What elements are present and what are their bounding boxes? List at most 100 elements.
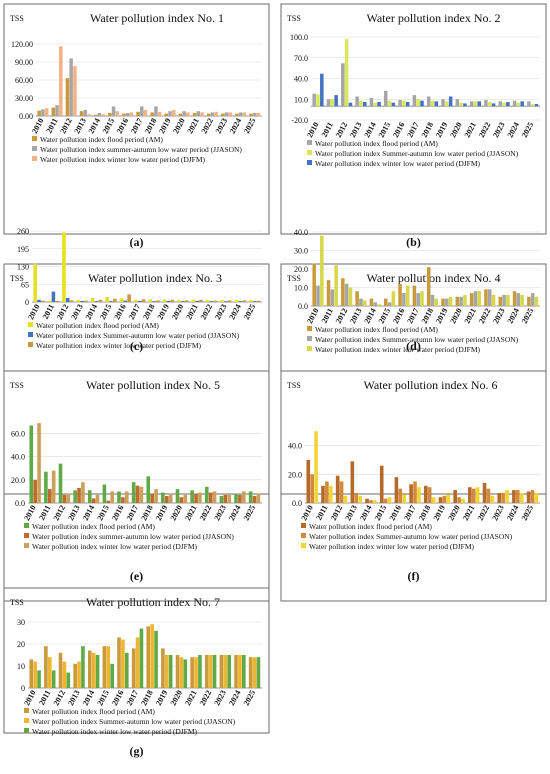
x-tick-label: 2011: [44, 117, 59, 135]
y-tick-label: 40.0: [294, 228, 308, 237]
x-tick-label: 2011: [314, 504, 329, 522]
panel-label: (e): [130, 569, 143, 583]
bar-2015-s1: [379, 465, 384, 503]
y-tick-label: 0: [21, 684, 25, 693]
legend-swatch: [24, 708, 29, 713]
legend-swatch: [301, 543, 306, 548]
bar-2017-s2: [140, 106, 144, 116]
bar-2021-s2: [194, 493, 198, 503]
x-tick-label: 2016: [115, 117, 130, 135]
y-tick-label: 60.0: [11, 430, 25, 439]
chart-panel-4: Water pollution index No. 4 TSS 0.0 10.0 20.…: [280, 228, 547, 495]
bar-2014-s1: [87, 650, 92, 688]
bar-2022-s1: [484, 99, 488, 107]
x-tick-label: 2020: [169, 504, 184, 522]
bar-2015-s2: [106, 500, 111, 503]
bar-2025-s2: [253, 113, 257, 116]
bar-2016-s1: [122, 113, 126, 116]
bar-2022-s2: [208, 492, 213, 503]
bar-2012-s3: [348, 287, 353, 306]
x-tick-label: 2025: [520, 121, 535, 139]
bar-2022-s1: [204, 655, 209, 688]
bar-2012-s1: [341, 63, 345, 107]
bar-2013-s2: [354, 492, 359, 503]
bar-2016-s2: [398, 488, 403, 503]
x-tick-label: 2012: [52, 689, 67, 707]
bar-2018-s3: [154, 489, 158, 503]
bar-2011-s2: [325, 481, 329, 503]
x-tick-label: 2012: [329, 504, 344, 522]
bar-2020-s2: [182, 111, 186, 116]
bar-2025-s3: [256, 300, 261, 302]
x-tick-label: 2014: [81, 689, 96, 707]
bar-2018-s1: [146, 476, 151, 503]
x-tick-label: 2023: [213, 303, 228, 321]
y-tick-label: 30: [17, 618, 25, 627]
x-tick-label: 2021: [184, 303, 199, 321]
bar-2022-s3: [214, 111, 218, 116]
bar-2020-s3: [183, 494, 188, 503]
x-tick-label: 2019: [432, 504, 447, 522]
panel-border: [3, 3, 270, 235]
bar-2018-s3: [434, 101, 439, 107]
bar-2016-s2: [121, 497, 125, 503]
x-tick-label: 2014: [362, 121, 377, 139]
bar-2011-s3: [51, 670, 56, 688]
bar-2024-s1: [512, 100, 517, 107]
panel-label: (b): [406, 235, 421, 249]
bar-2017-s1: [412, 95, 417, 107]
bar-2010-s2: [37, 299, 41, 302]
bar-2019-s3: [172, 110, 176, 116]
bar-2024-s1: [234, 493, 238, 503]
x-tick-label: 2017: [405, 121, 420, 139]
bar-2020-s1: [175, 489, 180, 503]
panel-label: (f): [408, 569, 420, 583]
bar-2024-s3: [242, 112, 247, 116]
chart-panel-1: Water pollution index No. 1 TSS 0.00 30.00 6…: [3, 3, 270, 249]
bar-2016-s1: [117, 491, 121, 503]
bar-2012-s3: [69, 300, 74, 302]
bar-2020-s3: [463, 103, 467, 107]
bar-2011-s3: [51, 470, 56, 503]
bar-2020-s3: [183, 659, 188, 688]
bar-2013-s3: [81, 482, 85, 503]
x-tick-label: 2021: [183, 504, 198, 522]
legend-entry: Water pollution index winter low water p…: [315, 159, 480, 168]
bar-2020-s2: [459, 102, 463, 107]
x-tick-label: 2018: [139, 689, 154, 707]
bar-2018-s1: [146, 626, 151, 688]
bar-2022-s3: [490, 495, 495, 503]
legend-swatch: [301, 523, 306, 528]
bar-2012-s1: [335, 475, 340, 503]
bar-2011-s1: [47, 300, 52, 302]
legend-entry: Water pollution index flood period (AM): [315, 139, 438, 148]
legend-entry: Water pollution index Summer-autumn low …: [309, 532, 513, 541]
x-tick-label: 2025: [242, 504, 257, 522]
bar-2025-s2: [252, 301, 257, 302]
bar-2024-s2: [516, 490, 520, 503]
legend-swatch: [24, 523, 29, 528]
y-tick-label: 90.00: [15, 58, 33, 67]
bar-2015-s3: [110, 491, 114, 503]
bar-2022-s1: [484, 289, 488, 306]
x-tick-label: 2012: [58, 117, 73, 135]
bar-2021-s1: [192, 113, 197, 116]
bar-2010-s1: [33, 263, 37, 302]
y-tick-label: -20.0: [291, 116, 308, 125]
bar-2017-s2: [135, 637, 140, 688]
bar-2014-s3: [377, 102, 381, 107]
x-tick-label: 2017: [405, 307, 420, 325]
x-tick-label: 2017: [127, 303, 142, 321]
y-tick-label: 30.00: [15, 94, 33, 103]
bar-2025-s2: [252, 496, 257, 503]
bar-2010-s3: [320, 73, 324, 107]
x-tick-label: 2022: [477, 121, 492, 139]
x-tick-label: 2024: [506, 307, 521, 325]
bar-2017-s2: [413, 481, 417, 503]
x-tick-label: 2014: [81, 504, 96, 522]
bar-2016-s3: [402, 494, 407, 503]
bar-2020-s2: [179, 497, 184, 503]
chart-title: Water pollution index No. 5: [86, 378, 220, 392]
bar-2024-s3: [520, 294, 524, 306]
y-tick-label: 20.0: [294, 265, 308, 274]
